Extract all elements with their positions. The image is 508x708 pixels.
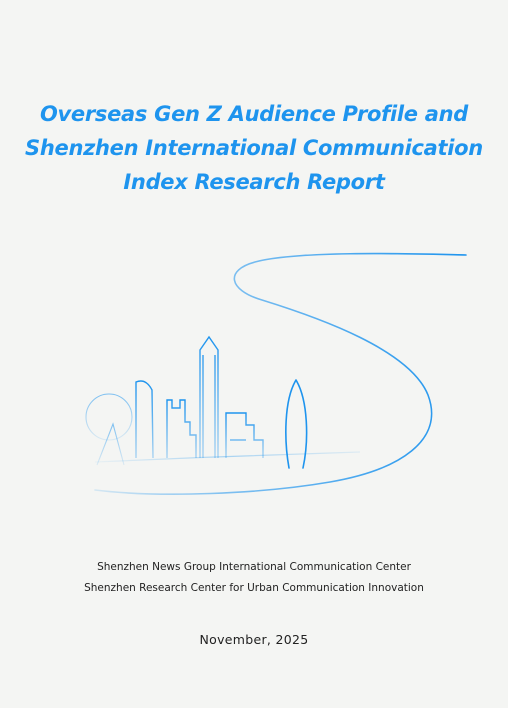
skyline-illustration <box>85 252 467 495</box>
tower-spire <box>199 335 219 458</box>
s-curve-road <box>94 252 467 495</box>
report-date: November, 2025 <box>199 632 309 647</box>
organization-2: Shenzhen Research Center for Urban Commu… <box>84 582 424 594</box>
tower-bamboo <box>285 379 308 469</box>
title-line-3: Index Research Report <box>123 170 385 194</box>
ferris-wheel <box>85 393 133 466</box>
title-line-2: Shenzhen International Communication <box>25 136 483 160</box>
organization-1: Shenzhen News Group International Commun… <box>97 561 411 573</box>
tower-stepped <box>166 399 197 458</box>
building-blocks <box>225 412 264 458</box>
organizations: Shenzhen News Group International Commun… <box>0 557 508 599</box>
report-title: Overseas Gen Z Audience Profile and Shen… <box>0 97 508 199</box>
title-line-1: Overseas Gen Z Audience Profile and <box>39 102 469 126</box>
tower-curved <box>135 380 154 459</box>
ground-line <box>94 451 361 463</box>
